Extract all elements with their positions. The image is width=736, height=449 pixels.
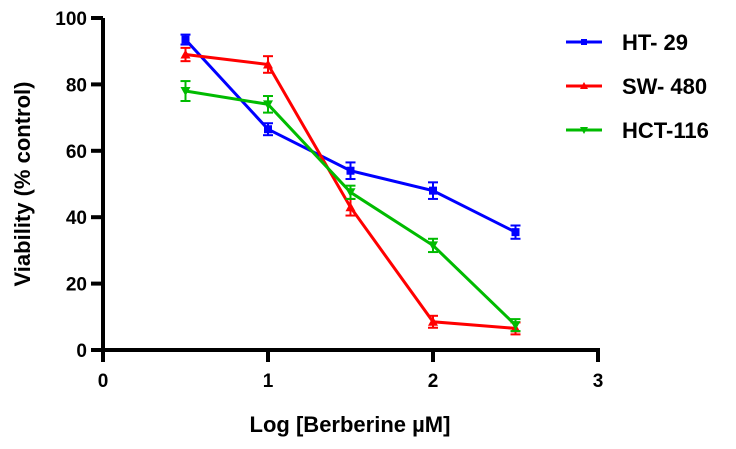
- square-marker-icon: [181, 35, 190, 44]
- x-tick-label: 2: [428, 371, 439, 392]
- square-marker-icon: [346, 166, 355, 175]
- x-tick-label: 1: [263, 371, 274, 392]
- x-tick-label: 0: [98, 371, 109, 392]
- legend-label: HCT-116: [622, 118, 709, 143]
- triangle-up-marker-icon: [263, 59, 273, 69]
- legend-item: SW- 480: [566, 74, 707, 99]
- triangle-up-marker-icon: [580, 82, 588, 89]
- triangle-up-marker-icon: [180, 49, 191, 59]
- y-tick-label: 80: [66, 75, 87, 96]
- triangle-up-marker-icon: [428, 316, 438, 326]
- triangle-down-marker-icon: [263, 100, 273, 110]
- triangle-down-marker-icon: [180, 87, 191, 97]
- triangle-down-marker-icon: [510, 321, 521, 331]
- square-marker-icon: [581, 39, 587, 45]
- square-marker-icon: [264, 125, 272, 134]
- x-axis-title: Log [Berberine µM]: [250, 412, 451, 437]
- y-tick-label: 0: [76, 341, 87, 362]
- y-tick-label: 40: [66, 208, 87, 229]
- triangle-down-marker-icon: [428, 241, 438, 251]
- axes: 0 20 40 60 80 100 0 1 2 3: [55, 9, 603, 392]
- y-tick-label: 100: [55, 9, 87, 30]
- triangle-down-marker-icon: [345, 188, 356, 198]
- legend-label: HT- 29: [622, 30, 688, 55]
- y-tick-label: 20: [66, 275, 87, 296]
- y-axis-title: Viability (% control): [10, 82, 35, 287]
- legend-label: SW- 480: [622, 74, 707, 99]
- y-tick-label: 60: [66, 142, 87, 163]
- legend-item: HT- 29: [566, 30, 688, 55]
- square-marker-icon: [429, 186, 437, 195]
- triangle-up-marker-icon: [345, 202, 356, 212]
- triangle-down-marker-icon: [580, 127, 588, 134]
- data-series: [180, 33, 521, 336]
- legend-item: HCT-116: [566, 118, 709, 143]
- series-hct-116: [180, 80, 521, 333]
- legend: HT- 29 SW- 480 HCT-116: [566, 30, 709, 143]
- square-marker-icon: [511, 228, 520, 237]
- x-tick-label: 3: [593, 371, 604, 392]
